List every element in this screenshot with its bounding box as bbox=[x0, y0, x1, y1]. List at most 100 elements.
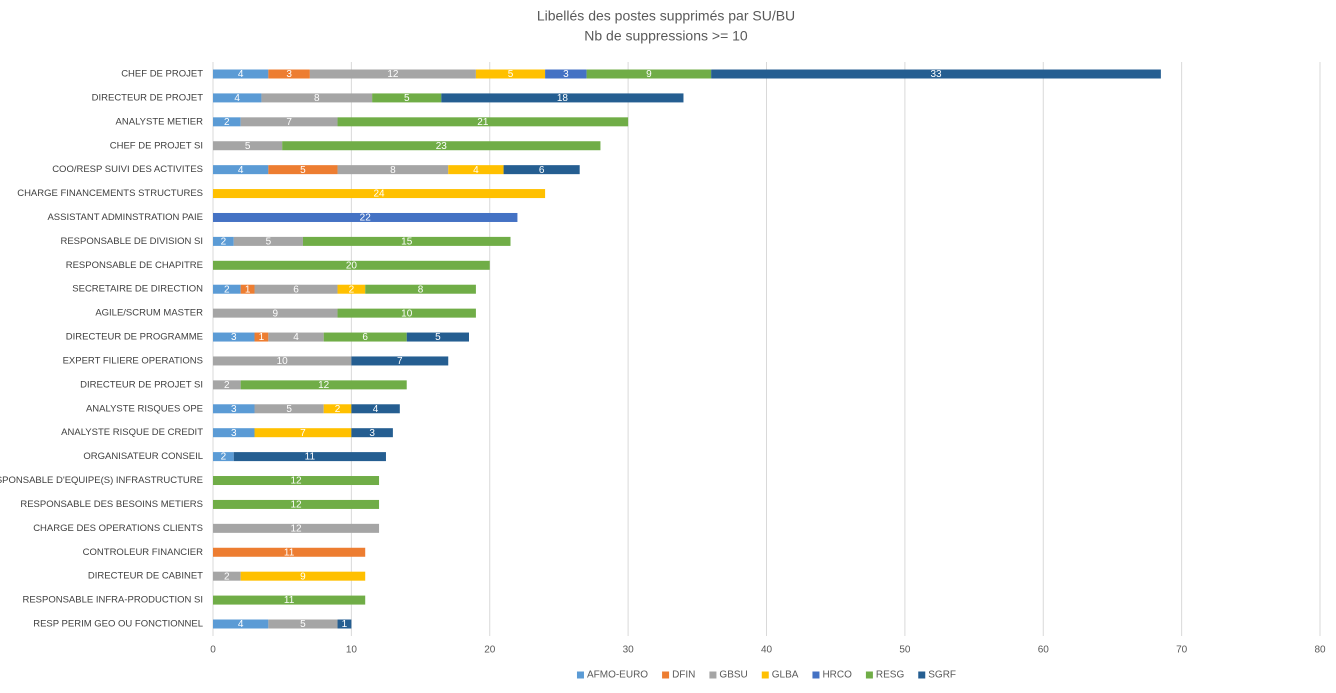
value-label: 12 bbox=[290, 523, 302, 534]
value-label: 12 bbox=[290, 476, 302, 487]
value-label: 8 bbox=[314, 93, 320, 104]
category-label: DIRECTEUR DE CABINET bbox=[88, 571, 203, 582]
x-tick-label: 50 bbox=[899, 645, 911, 656]
bar-segment bbox=[351, 356, 449, 366]
category-label: ANALYSTE METIER bbox=[116, 116, 204, 127]
legend: AFMO-EURO DFIN GBSU GLBA HRCO RESG SGRF bbox=[576, 670, 956, 681]
bar-segment bbox=[586, 69, 712, 79]
value-label: 8 bbox=[390, 165, 396, 176]
bar-segment bbox=[213, 93, 262, 103]
legend-label: GBSU bbox=[719, 670, 747, 681]
value-label: 7 bbox=[300, 428, 306, 439]
x-tick-label: 10 bbox=[346, 645, 358, 656]
bar-segment bbox=[323, 404, 352, 414]
value-label: 2 bbox=[335, 404, 341, 415]
bar-segment bbox=[302, 236, 511, 246]
bar-segment bbox=[475, 69, 546, 79]
value-label: 5 bbox=[245, 141, 251, 152]
bar-segment bbox=[213, 117, 241, 127]
legend-swatch bbox=[812, 671, 820, 679]
value-label: 1 bbox=[245, 284, 251, 295]
legend-label: RESG bbox=[876, 670, 905, 681]
chart-subtitle: Nb de suppressions >= 10 bbox=[584, 28, 748, 44]
value-label: 6 bbox=[293, 284, 299, 295]
value-label: 15 bbox=[401, 237, 413, 248]
x-tick-label: 70 bbox=[1176, 645, 1188, 656]
category-label: SECRETAIRE DE DIRECTION bbox=[72, 284, 203, 295]
value-label: 5 bbox=[300, 165, 306, 176]
bar-segment bbox=[309, 69, 476, 79]
category-label: ANALYSTE RISQUE DE CREDIT bbox=[61, 427, 203, 438]
value-label: 2 bbox=[224, 380, 230, 391]
x-tick-label: 20 bbox=[484, 645, 496, 656]
legend-swatch bbox=[662, 671, 670, 679]
category-label: CHEF DE PROJET bbox=[121, 69, 203, 80]
bar-segment bbox=[282, 141, 601, 151]
bar-segment bbox=[240, 571, 366, 581]
value-label: 4 bbox=[238, 619, 244, 630]
bar-segment bbox=[213, 212, 518, 222]
x-tick-label: 60 bbox=[1038, 645, 1050, 656]
value-label: 5 bbox=[266, 237, 272, 248]
bar-segment bbox=[323, 332, 407, 342]
bar-segment bbox=[213, 260, 490, 270]
category-label: ANALYSTE RISQUES OPE bbox=[86, 403, 203, 414]
value-label: 24 bbox=[373, 189, 385, 200]
value-label: 23 bbox=[436, 141, 448, 152]
bar-segment bbox=[254, 428, 352, 438]
category-label: EXPERT FILIERE OPERATIONS bbox=[63, 355, 203, 366]
value-label: 9 bbox=[272, 308, 278, 319]
value-label: 3 bbox=[286, 69, 292, 80]
value-label: 4 bbox=[373, 404, 379, 415]
bar-segment bbox=[268, 619, 338, 629]
value-label: 4 bbox=[293, 332, 299, 343]
bar-segment bbox=[213, 571, 241, 581]
value-label: 6 bbox=[362, 332, 368, 343]
value-label: 11 bbox=[284, 595, 295, 606]
value-label: 5 bbox=[404, 93, 410, 104]
value-label: 11 bbox=[284, 547, 295, 558]
legend-swatch bbox=[761, 671, 769, 679]
value-label: 3 bbox=[231, 428, 237, 439]
x-tick-label: 0 bbox=[210, 645, 216, 656]
value-label: 33 bbox=[930, 69, 942, 80]
value-label: 10 bbox=[277, 356, 289, 367]
bar-segment bbox=[545, 69, 587, 79]
value-label: 7 bbox=[397, 356, 403, 367]
bar-segment bbox=[213, 380, 241, 390]
value-label: 2 bbox=[224, 571, 230, 582]
bar-segment bbox=[351, 404, 400, 414]
value-label: 2 bbox=[224, 284, 230, 295]
legend-swatch bbox=[918, 671, 926, 679]
bar-segment bbox=[337, 117, 629, 127]
category-label: RESPONSABLE DE CHAPITRE bbox=[66, 260, 203, 271]
bar-segment bbox=[213, 141, 283, 151]
category-label: DIRECTEUR DE PROJET bbox=[92, 92, 204, 103]
bar-segment bbox=[240, 284, 255, 294]
value-label: 21 bbox=[477, 117, 489, 128]
value-label: 12 bbox=[387, 69, 399, 80]
bar-segment bbox=[213, 452, 234, 462]
bar-segment bbox=[213, 523, 380, 533]
value-label: 12 bbox=[318, 380, 330, 391]
bar-segment bbox=[351, 428, 393, 438]
bar-segment bbox=[213, 595, 366, 605]
value-label: 2 bbox=[224, 117, 230, 128]
bar-segment bbox=[213, 236, 234, 246]
value-label: 4 bbox=[234, 93, 240, 104]
bar-segment bbox=[268, 69, 310, 79]
bar-segment bbox=[372, 93, 442, 103]
value-label: 5 bbox=[300, 619, 306, 630]
category-label: AGILE/SCRUM MASTER bbox=[95, 308, 203, 319]
bar-segment bbox=[406, 332, 469, 342]
category-label: RESPONSABLE INFRA-PRODUCTION SI bbox=[22, 595, 203, 606]
value-label: 2 bbox=[221, 237, 227, 248]
bar-segment bbox=[213, 332, 255, 342]
value-label: 3 bbox=[563, 69, 569, 80]
value-label: 4 bbox=[473, 165, 479, 176]
legend-swatch bbox=[576, 671, 584, 679]
legend-label: DFIN bbox=[672, 670, 695, 681]
category-label: RESPONSABLE DES BESOINS METIERS bbox=[20, 499, 203, 510]
bar-segment bbox=[711, 69, 1161, 79]
category-label: DIRECTEUR DE PROGRAMME bbox=[66, 332, 203, 343]
